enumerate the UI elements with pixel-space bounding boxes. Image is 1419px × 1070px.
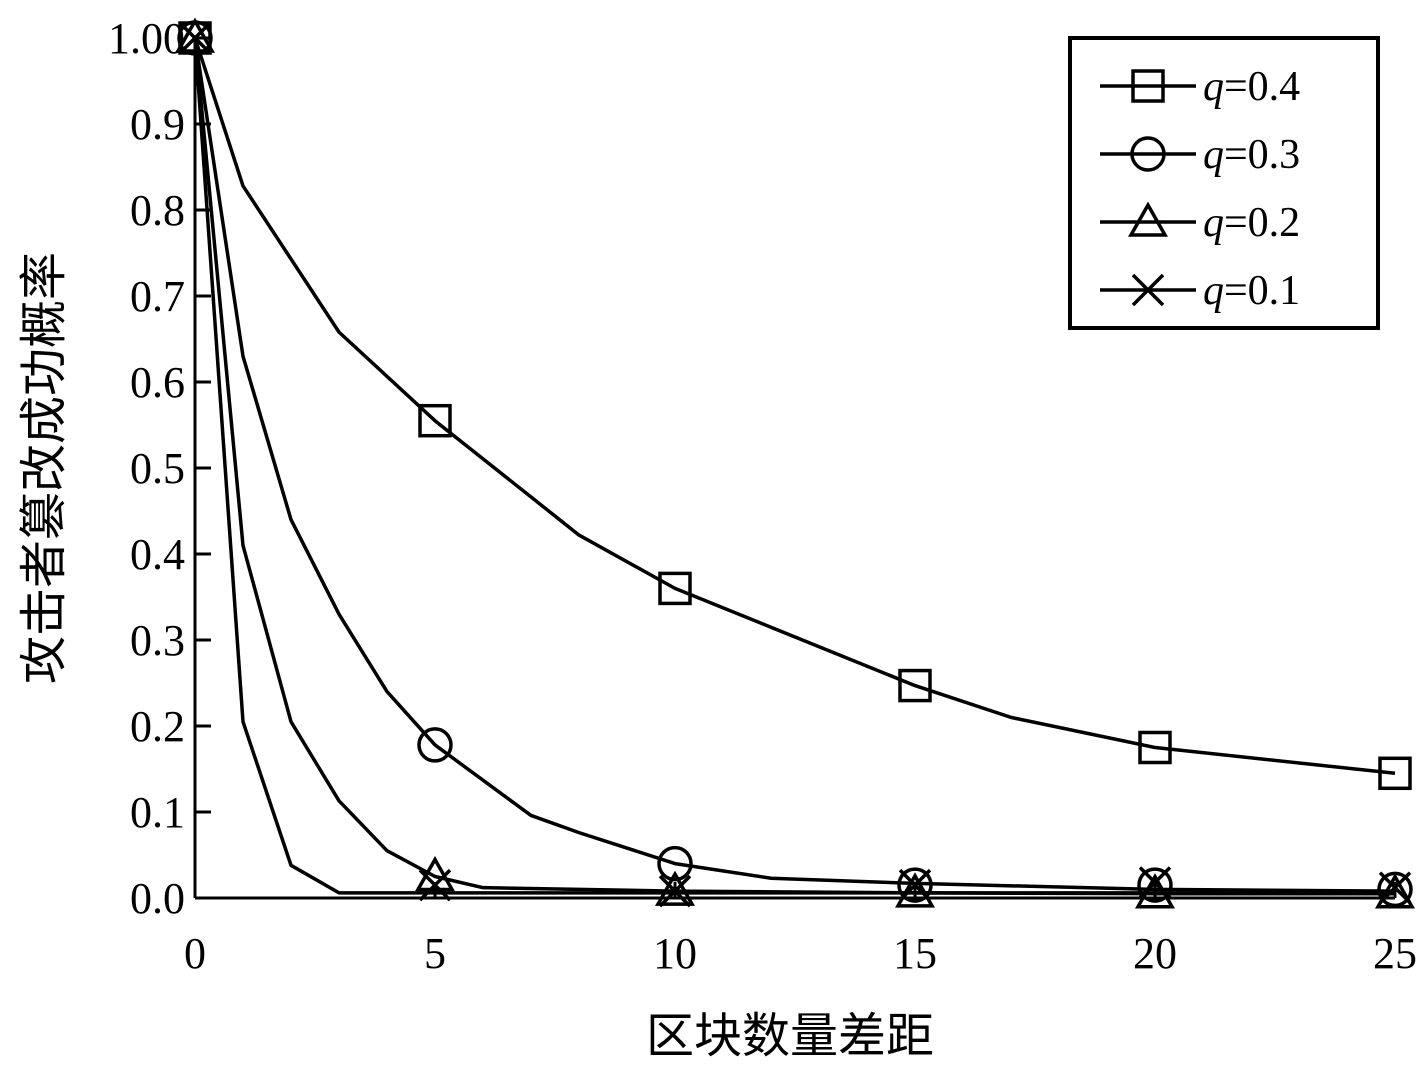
legend-items: q=0.4q=0.3q=0.2q=0.1 (1100, 64, 1300, 314)
legend-marker-x (1131, 273, 1165, 307)
data-point-circle (1137, 867, 1173, 903)
x-tick-label: 15 (893, 929, 937, 978)
y-tick-label: 0.7 (130, 272, 185, 321)
data-point-circle (897, 867, 933, 903)
x-ticks: 0 5 10 15 20 25 (184, 882, 1417, 978)
x-tick-label: 25 (1373, 929, 1417, 978)
data-point-square (1138, 730, 1172, 765)
legend-label-symbol: q (1203, 132, 1224, 178)
y-tick-label: 0.2 (130, 702, 185, 751)
y-tick-label: 0.3 (130, 616, 185, 665)
y-tick-label: 0.4 (130, 530, 185, 579)
y-tick-label: 0.0 (130, 874, 185, 923)
legend-marker-square (1131, 69, 1165, 103)
legend: q=0.4q=0.3q=0.2q=0.1 (1068, 36, 1380, 330)
legend-label-value: =0.4 (1224, 64, 1300, 110)
x-tick-label: 20 (1133, 929, 1177, 978)
legend-label-symbol: q (1203, 268, 1224, 314)
data-point-triangle (894, 872, 936, 908)
legend-label: q=0.4 (1203, 64, 1300, 110)
x-tick-label: 0 (184, 929, 206, 978)
x-tick-label: 10 (653, 929, 697, 978)
data-point-square (898, 668, 932, 703)
y-tick-label: 0.5 (130, 444, 185, 493)
data-point-circle (417, 727, 453, 763)
legend-label-value: =0.3 (1224, 132, 1300, 178)
y-tick-label: 0.9 (130, 100, 185, 149)
y-tick-label: 0.6 (130, 358, 185, 407)
legend-label-symbol: q (1203, 64, 1224, 110)
legend-label: q=0.3 (1203, 132, 1300, 178)
y-tick-label: 0.8 (130, 186, 185, 235)
legend-label: q=0.1 (1203, 268, 1300, 314)
legend-label-symbol: q (1203, 200, 1224, 246)
legend-marker-circle (1130, 136, 1166, 172)
legend-label: q=0.2 (1203, 200, 1300, 246)
x-tick-label: 5 (424, 929, 446, 978)
data-point-triangle (654, 870, 696, 906)
legend-label-value: =0.2 (1224, 200, 1300, 246)
y-tick-label: 1.00 (108, 14, 185, 63)
x-axis-title: 区块数量差距 (646, 1008, 934, 1064)
data-point-circle (657, 845, 693, 882)
y-axis-title: 攻击者篡改成功概率 (16, 252, 72, 684)
legend-marker-triangle (1127, 201, 1169, 237)
data-point-square (1378, 756, 1412, 791)
y-ticks: 0.0 0.1 0.2 0.3 0.4 0.5 0.6 0.7 0.8 0.9 1.00 (108, 14, 211, 923)
legend-label-value: =0.1 (1224, 268, 1300, 314)
series-line (193, 37, 1396, 776)
data-point-square (658, 571, 692, 606)
y-tick-label: 0.1 (130, 788, 185, 837)
data-point-square (418, 403, 452, 438)
